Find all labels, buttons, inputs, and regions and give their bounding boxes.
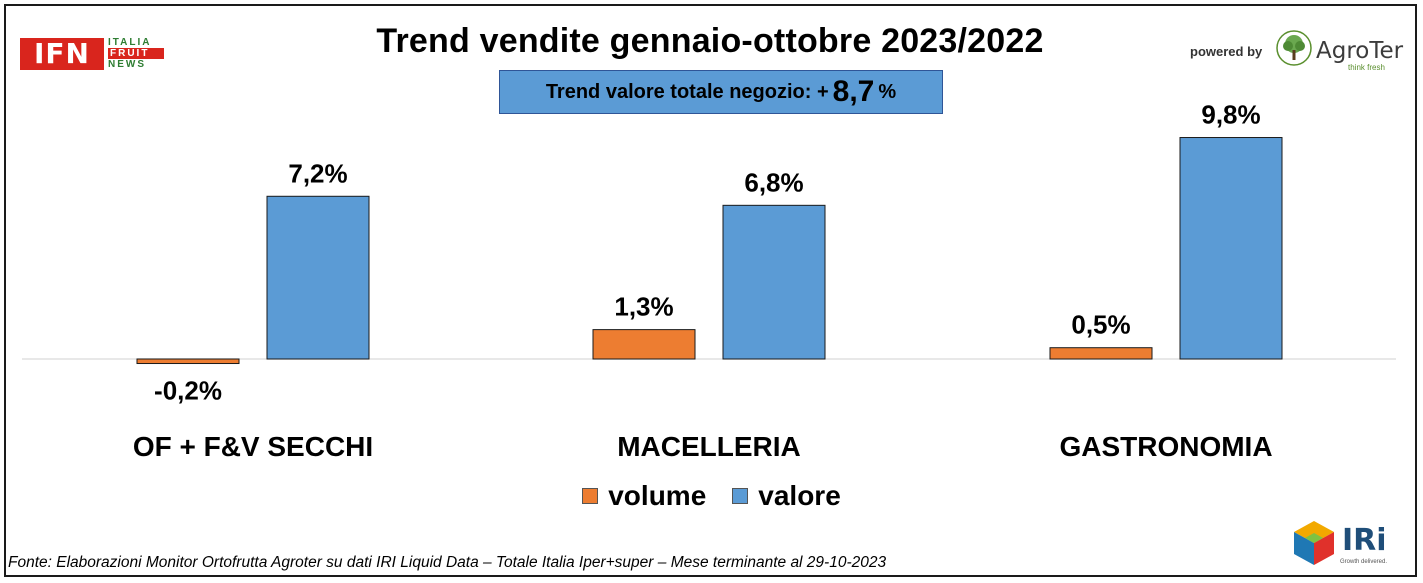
tree-icon	[1276, 30, 1312, 66]
legend-label-valore: valore	[758, 480, 841, 511]
agroter-tagline: think fresh	[1348, 63, 1385, 72]
bar-valore-0	[266, 195, 370, 360]
legend-item-valore: valore	[732, 480, 841, 512]
legend-swatch-volume	[582, 488, 599, 504]
trend-summary-label: Trend valore totale negozio: +	[545, 80, 829, 103]
iri-cube-icon	[1294, 521, 1334, 565]
ifn-logo-line1: ITALIA	[108, 37, 152, 48]
iri-logo: IRi Growth delivered.	[1292, 519, 1410, 571]
chart-title: Trend vendite gennaio-ottobre 2023/2022	[376, 22, 1044, 60]
bar-volume-0	[136, 358, 240, 365]
legend-label-volume: volume	[608, 480, 707, 511]
bar-valore-1	[722, 204, 826, 360]
ifn-logo-mark: IFN	[20, 38, 104, 70]
data-label-valore-1: 6,8%	[744, 167, 803, 197]
data-label-volume-0: -0,2%	[154, 376, 222, 406]
powered-by-label: powered by	[1190, 44, 1263, 59]
source-note: Fonte: Elaborazioni Monitor Ortofrutta A…	[8, 554, 887, 571]
bar-volume-1	[592, 329, 696, 360]
category-label-1: MACELLERIA	[617, 431, 801, 462]
data-label-volume-1: 1,3%	[614, 292, 673, 322]
chart-legend: volume valore	[0, 480, 1423, 512]
ifn-logo-line2: FRUIT	[108, 48, 164, 59]
agroter-logo: AgroTer think fresh	[1276, 30, 1406, 72]
category-label-2: GASTRONOMIA	[1059, 431, 1272, 462]
trend-summary-percent: %	[878, 80, 897, 103]
data-label-volume-2: 0,5%	[1071, 310, 1130, 340]
ifn-logo-line3: NEWS	[108, 59, 146, 70]
agroter-wordmark: AgroTer	[1316, 38, 1404, 64]
iri-tagline: Growth delivered.	[1340, 559, 1388, 565]
iri-wordmark: IRi	[1342, 523, 1387, 558]
data-label-valore-2: 9,8%	[1201, 100, 1260, 130]
bar-valore-2	[1179, 137, 1283, 360]
category-label-0: OF + F&V SECCHI	[133, 431, 373, 462]
data-label-valore-0: 7,2%	[288, 158, 347, 188]
trend-summary-box: Trend valore totale negozio: + 8,7 %	[499, 70, 943, 114]
legend-item-volume: volume	[582, 480, 706, 512]
trend-summary-value: 8,7	[832, 75, 875, 108]
italia-fruit-news-logo: IFN ITALIA FRUIT NEWS	[20, 37, 165, 72]
legend-swatch-valore	[732, 488, 749, 504]
bar-volume-2	[1049, 347, 1153, 360]
